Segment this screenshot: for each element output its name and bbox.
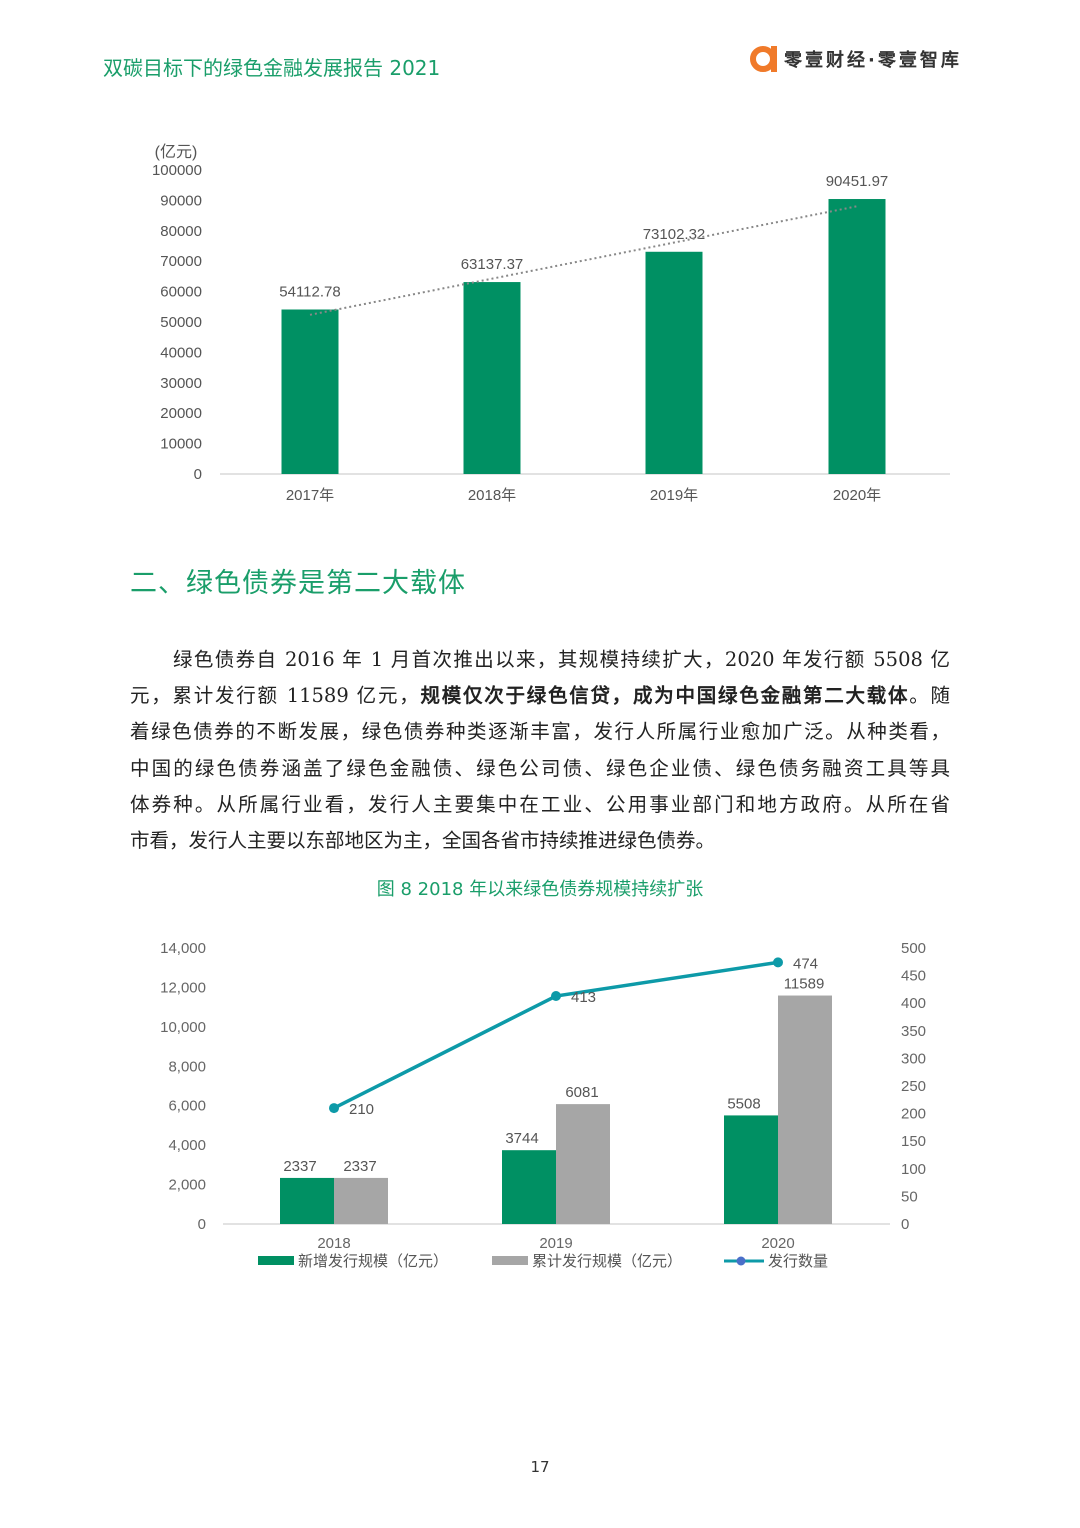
chart-green-bonds: 0 2,000 4,000 6,000 8,000 10,000 12,000 14,000 0…	[160, 940, 926, 1252]
y-tick-label: 40000	[160, 344, 202, 361]
text-segment: 绿色债券自 2016 年 1 月首次推出以来，其规模持续扩大，2020 年发行额…	[173, 648, 950, 671]
bar	[463, 282, 521, 474]
legend-swatch-green	[258, 1256, 294, 1265]
paragraph-line: 着绿色债券的不断发展，绿色债券种类逐渐丰富，发行人所属行业愈加广泛。从种类看，	[130, 716, 950, 752]
bar-value-label: 54112.78	[279, 283, 340, 300]
legend-label: 新增发行规模（亿元）	[298, 1252, 449, 1270]
left-y-tick-label: 14,000	[160, 940, 206, 957]
bar	[828, 199, 886, 474]
brand-logo: 零壹财经·零壹智库	[750, 46, 962, 72]
legend-label: 累计发行规模（亿元）	[532, 1252, 683, 1270]
body-paragraph: 绿色债券自 2016 年 1 月首次推出以来，其规模持续扩大，2020 年发行额…	[130, 644, 950, 861]
bar-new-issuance	[280, 1177, 334, 1224]
paragraph-line: 体券种。从所属行业看，发行人主要集中在工业、公用事业部门和地方政府。从所在省	[130, 789, 950, 825]
bar-value-label: 73102.32	[643, 226, 706, 243]
figure-caption: 图 8 2018 年以来绿色债券规模持续扩张	[376, 879, 704, 900]
y-tick-label: 60000	[160, 284, 202, 301]
bold-text: 规模仅次于绿色信贷，成为中国绿色金融第二大载体	[420, 684, 910, 708]
text-segment: 市看，发行人主要以东部地区为主，全国各省市持续推进绿色债券。	[130, 828, 716, 852]
y-tick-label: 80000	[160, 223, 202, 240]
bar-value-label: 63137.37	[461, 256, 524, 273]
y-tick-label: 100000	[152, 162, 202, 179]
bar-value-label: 2337	[343, 1158, 376, 1175]
bar-new-issuance	[502, 1150, 556, 1224]
bar-value-label: 3744	[505, 1130, 538, 1147]
bar-value-label: 11589	[784, 976, 825, 993]
line-value-label: 474	[793, 955, 818, 972]
legend-item-cumulative-issuance: 累计发行规模（亿元）	[492, 1250, 682, 1271]
bar-value-label: 2337	[283, 1158, 316, 1175]
x-tick-label: 2019	[539, 1235, 572, 1252]
x-tick-label: 2018年	[468, 487, 516, 504]
left-y-tick-label: 8,000	[168, 1058, 206, 1075]
paragraph-line: 元，累计发行额 11589 亿元，规模仅次于绿色信贷，成为中国绿色金融第二大载体…	[130, 680, 950, 716]
document-title: 双碳目标下的绿色金融发展报告 2021	[103, 56, 441, 80]
legend-item-new-issuance: 新增发行规模（亿元）	[258, 1250, 448, 1271]
y-tick-label: 30000	[160, 375, 202, 392]
text-segment: 。随	[909, 684, 950, 708]
text-segment: 体券种。从所属行业看，发行人主要集中在工业、公用事业部门和地方政府。从所在省	[130, 792, 950, 816]
brand-logo-icon	[750, 46, 777, 72]
page-number: 17	[530, 1458, 550, 1476]
x-tick-label: 2018	[317, 1235, 350, 1252]
right-y-tick-label: 50	[901, 1188, 918, 1205]
right-y-tick-label: 400	[901, 995, 926, 1012]
line-point	[329, 1103, 339, 1114]
y-tick-label: 50000	[160, 314, 202, 331]
line-value-label: 210	[349, 1101, 374, 1118]
y-tick-label: 0	[194, 466, 202, 483]
bar-value-label: 6081	[565, 1084, 598, 1101]
legend-label: 发行数量	[768, 1252, 829, 1270]
right-y-tick-label: 250	[901, 1078, 926, 1095]
legend-line-marker-icon	[724, 1256, 764, 1265]
right-y-tick-label: 200	[901, 1106, 926, 1123]
text-segment: 中国的绿色债券涵盖了绿色金融债、绿色公司债、绿色企业债、绿色债务融资工具等具	[130, 756, 950, 780]
line-point	[551, 991, 561, 1002]
y-tick-label: 90000	[160, 192, 202, 209]
trendline	[309, 205, 858, 316]
right-y-tick-label: 0	[901, 1216, 909, 1233]
right-y-tick-label: 100	[901, 1161, 926, 1178]
paragraph-line: 中国的绿色债券涵盖了绿色金融债、绿色公司债、绿色企业债、绿色债务融资工具等具	[130, 753, 950, 789]
x-tick-label: 2020	[761, 1235, 794, 1252]
bar-cumulative-issuance	[778, 995, 832, 1224]
legend-swatch-gray	[492, 1256, 528, 1265]
right-y-tick-label: 450	[901, 968, 926, 985]
right-y-tick-label: 500	[901, 940, 926, 957]
line-issuance-count	[333, 960, 779, 1110]
bar-cumulative-issuance	[334, 1177, 388, 1224]
y-tick-label: 70000	[160, 253, 202, 270]
text-segment: 元，累计发行额 11589 亿元，	[130, 684, 421, 708]
right-y-tick-label: 300	[901, 1050, 926, 1067]
line-point	[773, 957, 783, 968]
left-y-tick-label: 6,000	[168, 1098, 206, 1115]
left-y-tick-label: 0	[198, 1216, 206, 1233]
left-y-tick-label: 10,000	[160, 1019, 206, 1036]
bar-value-label: 5508	[727, 1095, 760, 1112]
chart-cumulative-green-credit: (亿元) 0 10000 20000 30000 40000 50000 60000 70000…	[152, 143, 950, 504]
bar-cumulative-issuance	[556, 1104, 610, 1224]
left-y-tick-label: 2,000	[168, 1177, 206, 1194]
y-tick-label: 10000	[160, 436, 202, 453]
bar	[281, 309, 339, 474]
legend-item-issuance-count: 发行数量	[724, 1250, 828, 1271]
x-tick-label: 2019年	[650, 487, 698, 504]
paragraph-line: 市看，发行人主要以东部地区为主，全国各省市持续推进绿色债券。	[130, 825, 950, 861]
right-y-tick-label: 150	[901, 1133, 926, 1150]
x-tick-label: 2020年	[833, 487, 881, 504]
left-y-tick-label: 4,000	[168, 1137, 206, 1154]
y-tick-label: 20000	[160, 405, 202, 422]
paragraph-line: 绿色债券自 2016 年 1 月首次推出以来，其规模持续扩大，2020 年发行额…	[130, 644, 950, 680]
line-value-label: 413	[571, 989, 596, 1006]
text-segment: 着绿色债券的不断发展，绿色债券种类逐渐丰富，发行人所属行业愈加广泛。从种类看，	[130, 720, 950, 744]
section-title: 二、绿色债券是第二大载体	[130, 568, 466, 599]
brand-name: 零壹财经·零壹智库	[784, 50, 962, 71]
bar	[645, 251, 703, 474]
right-y-tick-label: 350	[901, 1023, 926, 1040]
bar-value-label: 90451.97	[826, 173, 889, 190]
y-axis-unit-label: (亿元)	[155, 143, 198, 161]
x-tick-label: 2017年	[286, 487, 334, 504]
bar-new-issuance	[724, 1115, 778, 1224]
left-y-tick-label: 12,000	[160, 979, 206, 996]
